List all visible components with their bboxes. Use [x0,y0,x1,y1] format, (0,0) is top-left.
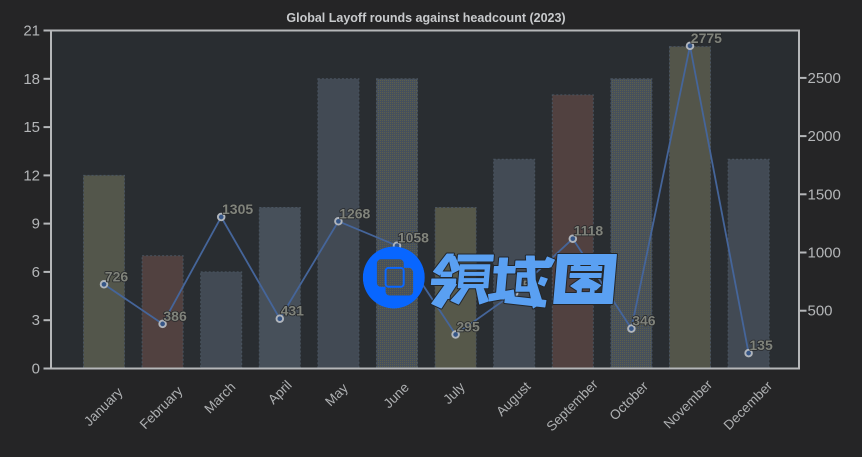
svg-text:12: 12 [23,167,40,184]
svg-text:2775: 2775 [691,30,722,46]
svg-text:1118: 1118 [574,223,604,239]
svg-text:1058: 1058 [398,230,429,246]
svg-text:3: 3 [32,312,40,329]
svg-text:295: 295 [456,319,480,335]
svg-text:431: 431 [281,303,305,319]
svg-text:2500: 2500 [808,70,841,87]
svg-text:346: 346 [632,313,656,329]
svg-text:21: 21 [23,23,40,40]
svg-text:1000: 1000 [808,245,841,262]
svg-text:2000: 2000 [808,128,841,145]
svg-text:1268: 1268 [339,205,370,221]
svg-text:1305: 1305 [222,201,253,217]
svg-text:1500: 1500 [808,186,841,203]
svg-text:726: 726 [105,268,129,284]
svg-text:6: 6 [32,264,40,281]
svg-text:9: 9 [32,216,40,233]
svg-text:500: 500 [808,303,833,320]
svg-text:15: 15 [23,119,40,136]
svg-text:135: 135 [749,337,773,353]
svg-text:Global Layoff rounds against h: Global Layoff rounds against headcount (… [286,11,565,25]
svg-text:18: 18 [23,71,40,88]
svg-text:0: 0 [32,361,40,378]
svg-text:386: 386 [163,308,187,324]
